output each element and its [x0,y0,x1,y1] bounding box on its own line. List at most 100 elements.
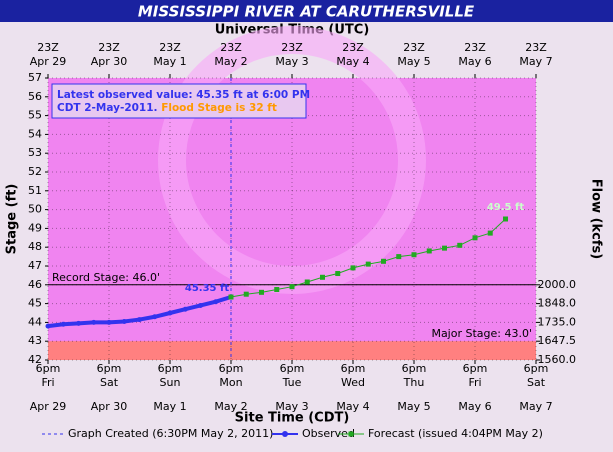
point [320,274,325,280]
point [426,248,432,254]
point [152,314,158,320]
x-tick-label: 6pm [463,362,488,375]
point [259,289,264,295]
top-x-tick-label: Apr 29 [30,55,67,68]
legend-swatch [348,431,354,437]
x-tick-label: May 1 [153,400,186,413]
point [60,321,66,327]
x-tick-label: May 6 [458,400,491,413]
top-x-tick-label: Apr 30 [91,55,128,68]
x-tick-label: May 7 [519,400,552,413]
x-tick-label: 6pm [158,362,183,375]
top-x-tick-label: 23Z [159,41,181,54]
point [365,261,371,267]
title-bar [0,0,613,22]
x-tick-label: May 2 [214,400,247,413]
x-tick-label: May 3 [275,400,308,413]
plot-area [48,78,536,360]
top-x-tick-label: 23Z [464,41,486,54]
point [121,318,127,324]
major-stage-label: Major Stage: 43.0' [431,327,532,340]
y-tick-label: 42 [28,353,42,366]
y-tick-label: 56 [28,90,42,103]
y-tick-label: 50 [28,203,42,216]
point [45,323,51,329]
info-box [51,83,307,119]
top-x-tick-label: 23Z [98,41,120,54]
legend-label: Observed [302,427,355,440]
point [167,310,173,316]
y-axis-label: Stage (ft) [5,184,20,255]
chart-title: MISSISSIPPI RIVER AT CARUTHERSVILLE [138,3,475,21]
point [243,291,249,297]
y-tick-label: 45 [28,297,42,310]
y-tick-label: 43 [28,334,42,347]
y2-tick-label: 1848.0 [538,297,577,310]
point [76,320,81,326]
y-tick-label: 49 [28,221,42,234]
x-tick-label: Fri [468,376,481,389]
x-tick-label: Sun [160,376,181,389]
point [91,319,97,325]
top-x-tick-label: May 6 [458,55,491,68]
y-tick-label: 53 [28,146,42,159]
x-tick-label: Sat [527,376,546,389]
point [350,265,356,271]
record-stage-label: Record Stage: 46.0' [52,271,160,284]
y-tick-label: 54 [28,127,42,140]
y-tick-label: 44 [28,315,42,328]
point [213,299,219,305]
top-x-tick-label: 23Z [281,41,303,54]
point [442,245,447,251]
x-tick-label: 6pm [97,362,122,375]
point [106,319,112,325]
top-x-tick-label: May 5 [397,55,430,68]
info-line: CDT 2-May-2011. Flood Stage is 32 ft [57,102,277,114]
major-stage-band [48,341,536,360]
top-x-tick-label: 23Z [403,41,425,54]
x-tick-label: Sat [100,376,119,389]
x-tick-label: 6pm [524,362,549,375]
point [228,294,234,300]
y2-tick-label: 1560.0 [538,353,577,366]
point [411,252,417,258]
y2-tick-label: 1735.0 [538,315,577,328]
x-tick-label: Wed [341,376,365,389]
legend-label: Graph Created (6:30PM May 2, 2011) [68,427,273,440]
x-tick-label: 6pm [341,362,366,375]
y2-tick-label: 1647.5 [538,334,577,347]
point [396,254,402,260]
top-x-tick-label: 23Z [37,41,59,54]
legend-swatch [282,431,288,437]
point [137,317,142,323]
x-tick-label: Fri [41,376,54,389]
y-tick-label: 47 [28,259,42,272]
x-tick-label: Apr 30 [91,400,128,413]
info-line: CDT 2-May-2011. [57,102,158,114]
top-x-tick-label: 23Z [525,41,547,54]
point [289,284,295,290]
value-label: 49.5 ft [487,202,525,213]
point [381,258,386,264]
top-x-tick-label: May 4 [336,55,369,68]
top-x-tick-label: May 2 [214,55,247,68]
top-x-tick-label: May 7 [519,55,552,68]
y-tick-label: 57 [28,71,42,84]
y-tick-label: 46 [28,278,42,291]
value-label: 45.35 ft [185,283,229,294]
x-tick-label: 6pm [36,362,61,375]
x-tick-label: 6pm [280,362,305,375]
top-x-tick-label: May 1 [153,55,186,68]
point [198,302,203,308]
info-line: Latest observed value: 45.35 ft at 6:00 … [57,89,310,101]
y-tick-label: 55 [28,109,42,122]
point [487,230,493,236]
point [503,216,508,222]
x-axis-label: Site Time (CDT) [235,411,350,426]
x-tick-label: May 5 [397,400,430,413]
x-tick-label: Apr 29 [30,400,67,413]
top-x-tick-label: May 3 [275,55,308,68]
y2-axis-label: Flow (kcfs) [589,179,604,259]
top-x-tick-label: 23Z [220,41,242,54]
